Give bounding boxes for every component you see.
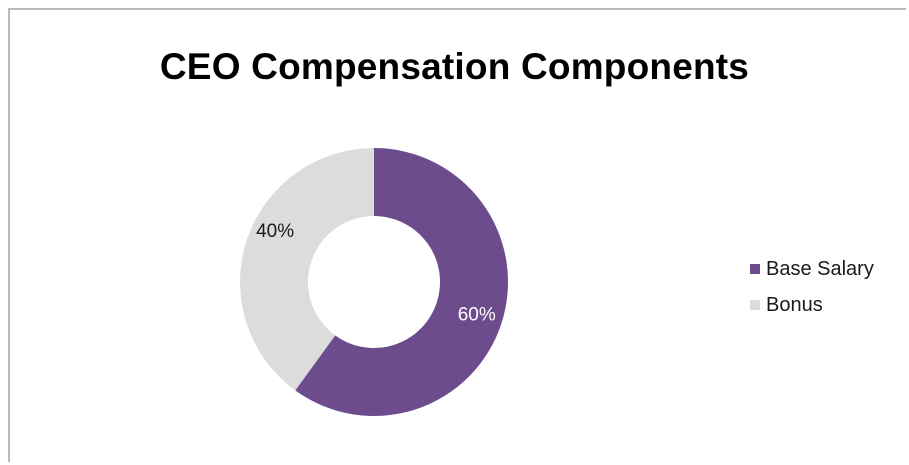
legend-swatch-base-salary — [750, 264, 760, 274]
donut-slice-bonus — [240, 148, 374, 391]
legend: Base Salary Bonus — [750, 251, 874, 323]
data-label-bonus: 40% — [256, 221, 294, 242]
legend-label-bonus: Bonus — [766, 293, 823, 316]
legend-item-bonus: Bonus — [750, 287, 874, 323]
legend-label-base-salary: Base Salary — [766, 257, 874, 280]
legend-swatch-bonus — [750, 300, 760, 310]
chart-title: CEO Compensation Components — [159, 46, 750, 87]
legend-item-base-salary: Base Salary — [750, 251, 874, 287]
donut-slice-base-salary — [295, 148, 509, 417]
data-label-base-salary: 60% — [458, 304, 496, 325]
